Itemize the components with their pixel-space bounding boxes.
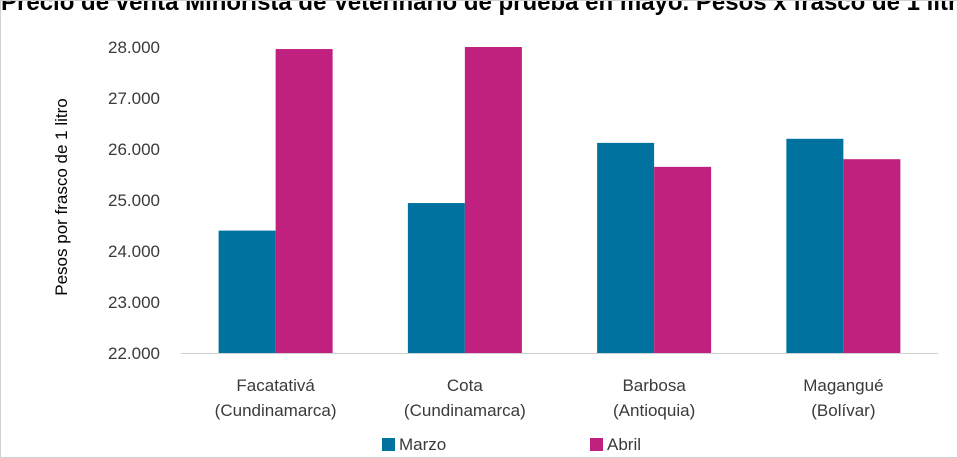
x-axis: Facatativá (Cundinamarca) Cota (Cundinamarc…: [181, 353, 938, 420]
x-category-label: Facatativá: [236, 376, 315, 395]
bar-marzo: [218, 230, 276, 353]
y-tick-label: 27.000: [108, 89, 160, 108]
chart-title: Precio de venta Minorista de Veterinario…: [1, 0, 958, 16]
y-tick-label: 28.000: [108, 38, 160, 57]
bar-marzo: [597, 142, 655, 353]
bar-abril: [843, 159, 901, 353]
bar-abril: [464, 47, 522, 353]
y-axis-title: Pesos por frasco de 1 litro: [52, 98, 71, 295]
legend-label-abril: Abril: [607, 435, 641, 454]
y-tick-label: 24.000: [108, 242, 160, 261]
legend-label-marzo: Marzo: [399, 435, 446, 454]
x-category-label: (Bolívar): [811, 401, 875, 420]
y-tick-label: 25.000: [108, 191, 160, 210]
x-category-label: (Cundinamarca): [215, 401, 337, 420]
x-category-label: (Antioquia): [613, 401, 695, 420]
y-tick-label: 22.000: [108, 344, 160, 363]
legend-swatch-abril: [590, 438, 603, 451]
bar-abril: [654, 166, 712, 353]
legend-swatch-marzo: [382, 438, 395, 451]
y-tick-label: 26.000: [108, 140, 160, 159]
x-category-label: Magangué: [803, 376, 883, 395]
x-category-label: (Cundinamarca): [404, 401, 526, 420]
x-category-label: Barbosa: [622, 376, 686, 395]
bar-marzo: [407, 203, 465, 353]
y-tick-label: 23.000: [108, 293, 160, 312]
bars: [218, 47, 901, 353]
x-category-label: Cota: [447, 376, 483, 395]
bar-marzo: [786, 138, 844, 353]
legend: Marzo Abril: [382, 435, 641, 454]
bar-abril: [275, 49, 333, 353]
y-axis: Pesos por frasco de 1 litro 22.000 23.000 2…: [52, 38, 160, 363]
